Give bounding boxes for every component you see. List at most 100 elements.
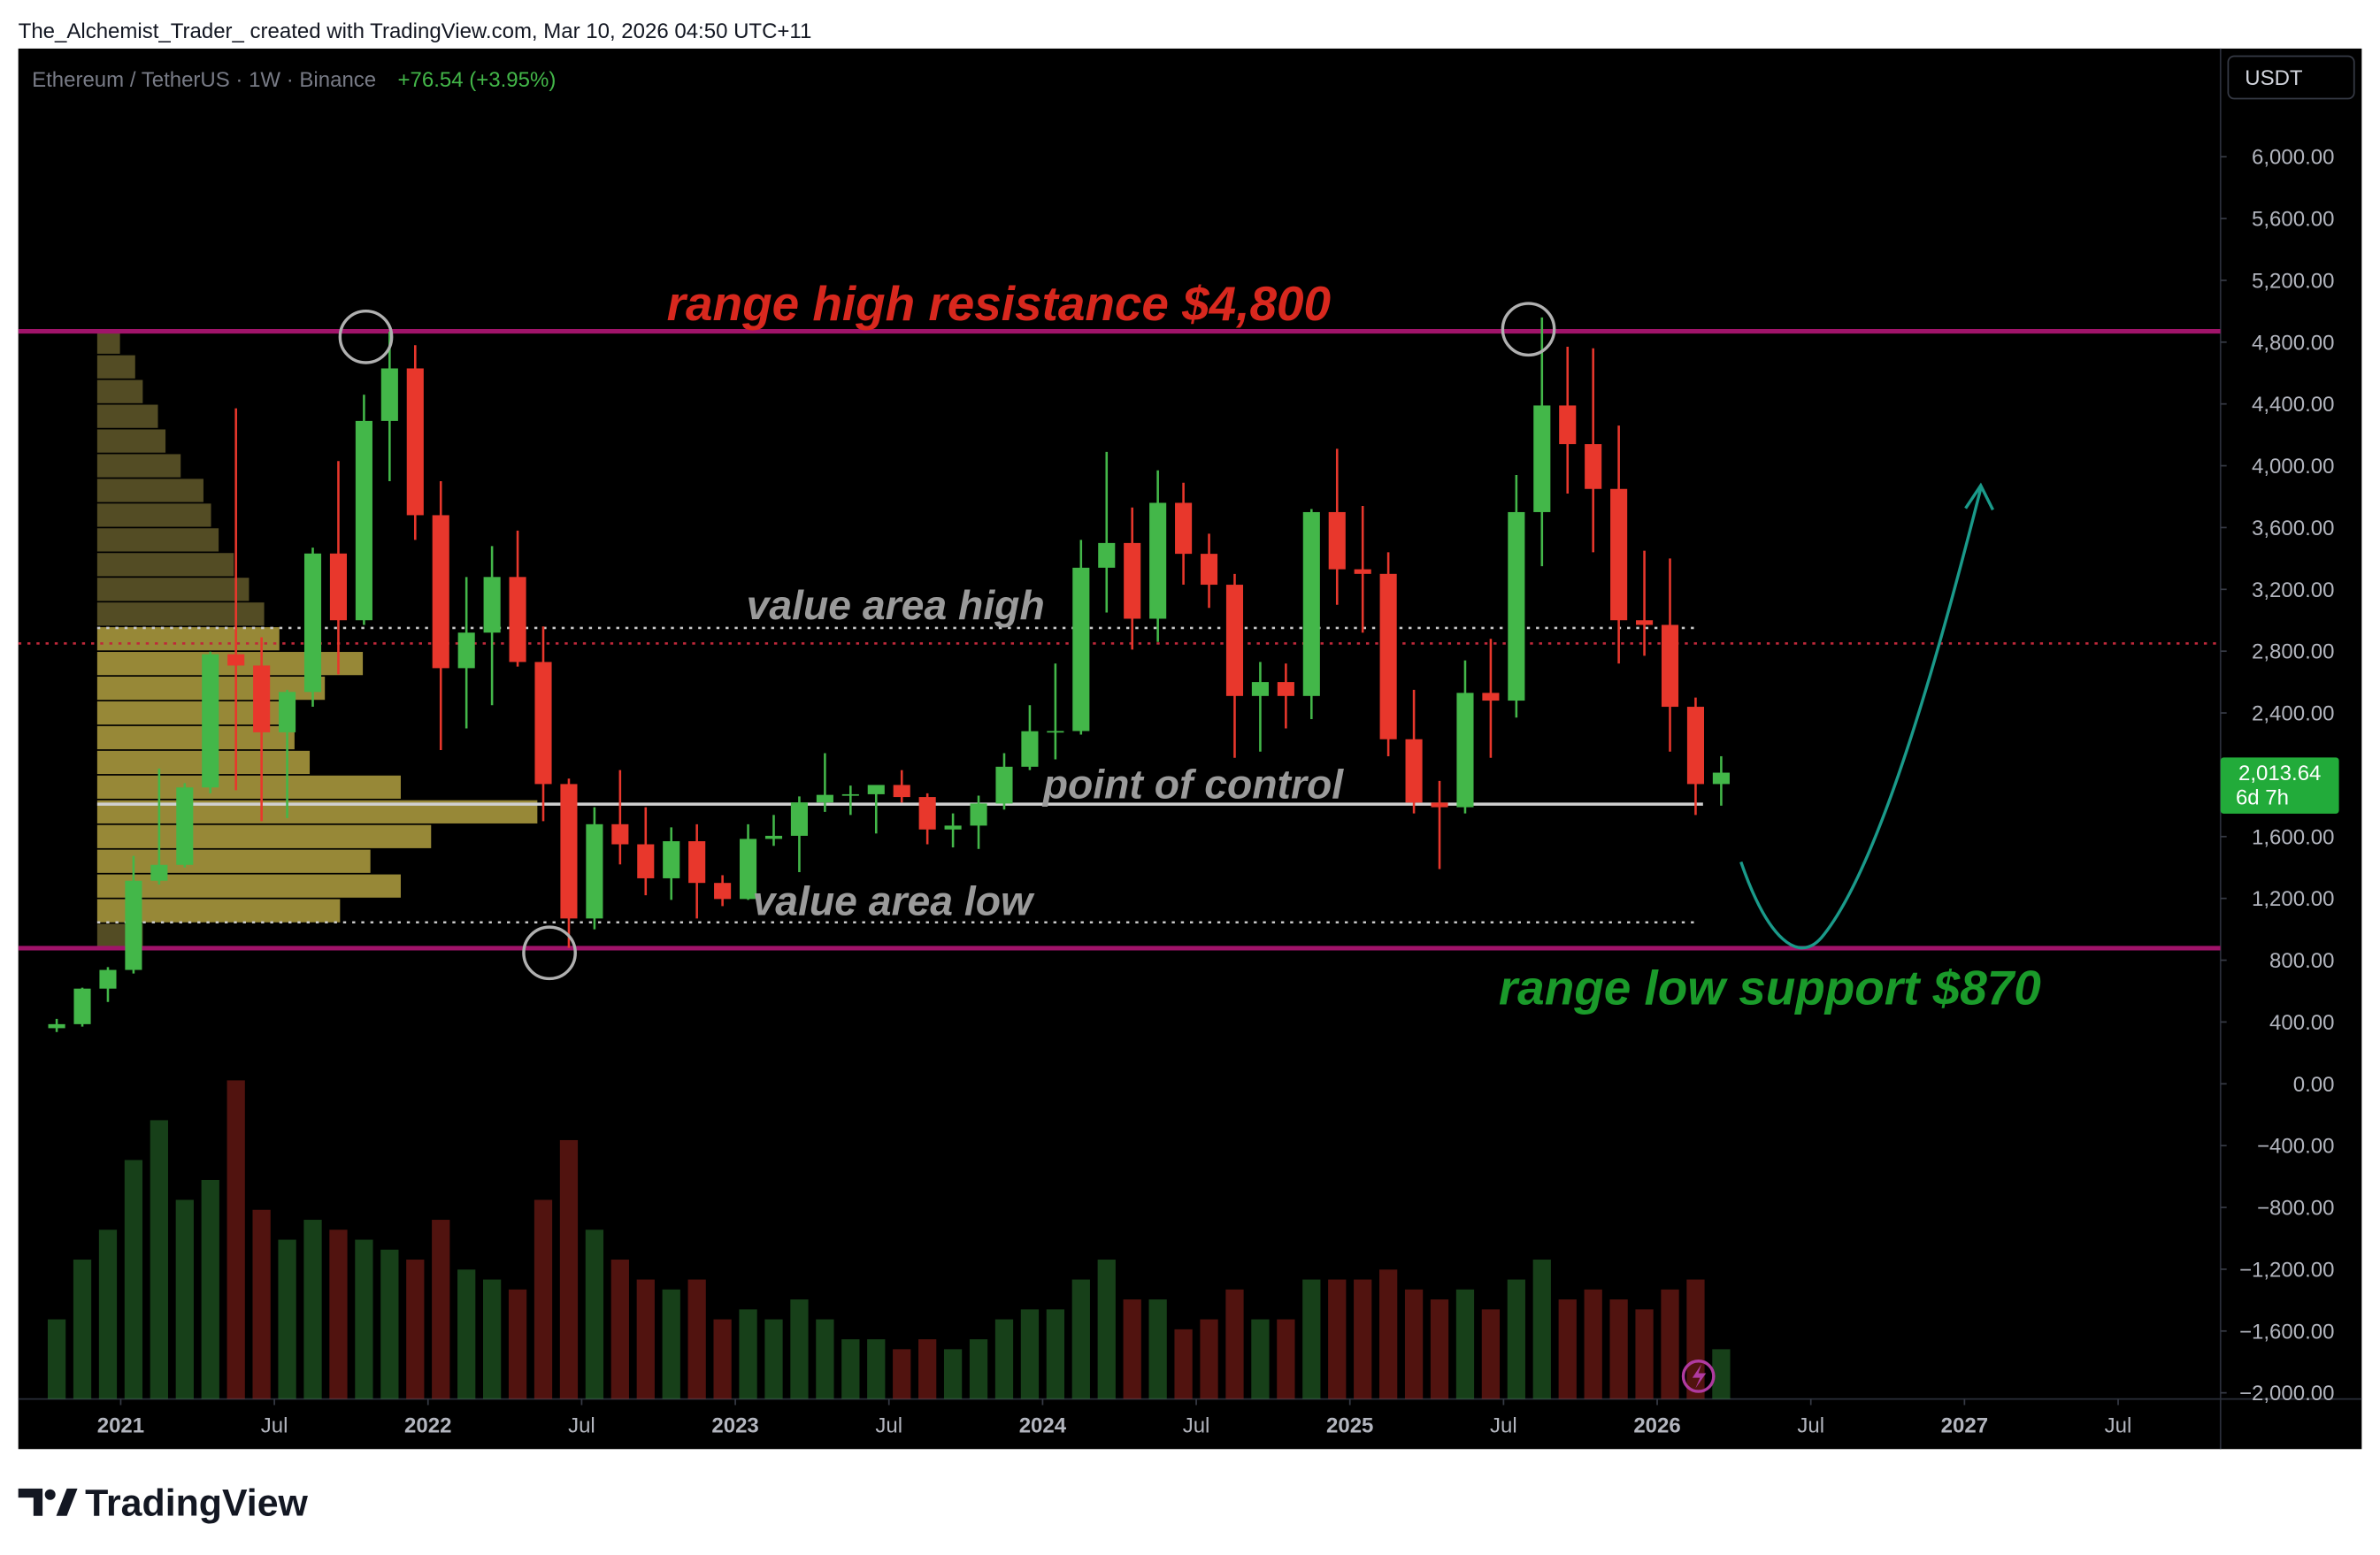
candle-body [1047,731,1064,733]
volume-bar [201,1179,219,1399]
volume-profile-bar [96,553,234,577]
last-price-label: 2,013.64 [2238,762,2321,785]
candle-body [303,553,322,693]
alert-ring[interactable] [1681,1360,1716,1393]
volume-bar [1354,1279,1372,1399]
volume-bar [610,1260,629,1399]
volume-bar [1046,1309,1065,1399]
plot [18,317,2221,1399]
volume-profile-bar [96,578,250,601]
volume-bar [969,1339,988,1399]
logo-text: TradingView [85,1482,308,1525]
y-tick-label: 800.00 [2269,949,2334,973]
volume-bar [636,1279,655,1399]
volume-bar [98,1229,118,1399]
y-tick-label: 5,200.00 [2252,270,2334,294]
volume-bar [1097,1260,1116,1399]
volume-bar [1071,1279,1090,1399]
volume-profile-bar [96,330,120,354]
y-tick-label: −1,200.00 [2239,1258,2334,1282]
y-tick-label: −2,000.00 [2239,1382,2334,1406]
volume-bar [1481,1309,1501,1399]
candle-body [867,785,885,794]
volume-bar [1584,1289,1602,1399]
volume-bar [764,1319,783,1399]
candle-body [432,515,449,669]
circle [1501,302,1556,357]
candle-body [227,654,245,666]
candle-body [1379,573,1397,739]
currency[interactable]: USDT [2245,66,2303,90]
volume-bar [1379,1269,1398,1399]
logo-mark [44,1489,56,1500]
y-tick-label: 3,200.00 [2252,578,2334,602]
candle-body [380,368,398,421]
volume-bar [1558,1299,1577,1399]
volume-bar [585,1229,604,1399]
volume-bar [73,1260,92,1399]
candle-body [1072,567,1090,732]
volume-bar [1455,1289,1475,1399]
volume-bar [252,1209,271,1399]
x-tick-label: Jul [568,1413,595,1437]
candle-body [483,577,501,633]
volume-profile-bar [96,404,158,428]
candle-body [714,883,732,900]
volume-profile-bar [96,874,401,898]
candle-body [253,665,271,732]
highlight-circles [338,302,1556,981]
volume-bar [994,1319,1014,1399]
candle-body [1021,731,1039,767]
candle-body [970,803,987,826]
candle-body [995,766,1013,804]
volume-bar [1686,1279,1705,1399]
candle-body [1610,488,1628,621]
y-tick-label: −1,600.00 [2239,1320,2334,1344]
candle-body [560,784,578,919]
y-tick-label: 4,400.00 [2252,393,2334,417]
currency-button[interactable] [2227,55,2355,100]
volume-profile-bar [96,602,265,626]
candle-body [202,654,219,788]
volume-bar [150,1120,168,1399]
y-tick-label: −400.00 [2257,1135,2334,1159]
candle-body [918,797,936,830]
x-tick-label: 2024 [1019,1413,1067,1437]
candle-body [816,794,833,803]
alert-icon[interactable] [1681,1360,1716,1393]
arrow-path [1739,487,1983,950]
x-tick-label: Jul [1490,1413,1517,1437]
candle-body [457,632,475,669]
candle-body [99,969,117,989]
candle-body [893,785,910,798]
volume-bar [1251,1319,1270,1399]
candle-body [1200,554,1218,586]
volume-bar [1277,1319,1295,1399]
annotation: value area low [753,877,1036,923]
volume-bar [457,1269,476,1399]
last-price-box [2220,757,2339,814]
volume-bar [226,1080,245,1399]
logo-mark [56,1488,78,1516]
chart-pane [18,48,2362,1450]
candle-body [150,864,168,881]
volume-bar [1302,1279,1321,1399]
x-tick-label: 2027 [1941,1413,1988,1437]
candle-body [740,839,757,900]
candle-body [1124,542,1141,619]
candle-body [279,692,296,732]
volume-profile-bar [96,429,166,453]
volume-bar [559,1139,579,1399]
volume-bar [432,1220,450,1399]
volume-profile-bar [96,379,143,403]
volume-profile-bar [96,355,135,379]
volume-bar [124,1160,143,1399]
candle-body [1302,511,1320,696]
candle-body [637,844,655,878]
candle-body [688,841,706,884]
alert-bolt[interactable] [1692,1364,1707,1389]
volume-bar [175,1199,194,1399]
volume-bar [1174,1329,1193,1399]
candle-body [663,841,680,878]
volume-bar [841,1339,860,1399]
